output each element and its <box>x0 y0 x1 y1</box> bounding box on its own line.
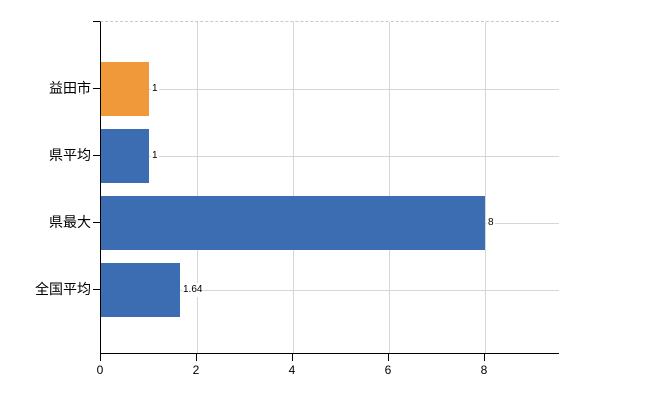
plot-area: 1 1 8 1.64 <box>100 21 559 354</box>
vertical-gridline <box>293 22 294 353</box>
x-axis-tick <box>100 354 101 361</box>
x-axis-tick-label: 6 <box>384 363 392 377</box>
horizontal-gridline <box>101 156 559 157</box>
y-axis-tick <box>93 289 100 290</box>
category-label-県最大: 県最大 <box>49 214 91 230</box>
vertical-gridline <box>197 22 198 353</box>
vertical-gridline <box>485 22 486 353</box>
x-axis-tick-label: 4 <box>288 363 296 377</box>
category-label-県平均: 県平均 <box>49 147 91 163</box>
bar-県最大 <box>101 196 485 250</box>
x-axis-tick <box>484 354 485 361</box>
category-label-益田市: 益田市 <box>49 80 91 96</box>
x-axis-tick <box>292 354 293 361</box>
x-axis-tick-label: 2 <box>192 363 200 377</box>
y-axis-tick <box>93 88 100 89</box>
bar-value-label: 1 <box>151 149 159 163</box>
y-axis-tick <box>93 155 100 156</box>
bar-全国平均 <box>101 263 180 317</box>
category-label-全国平均: 全国平均 <box>35 281 91 297</box>
bar-value-label: 1 <box>151 82 159 96</box>
x-axis-tick <box>196 354 197 361</box>
horizontal-gridline <box>101 290 559 291</box>
x-axis-tick-label: 8 <box>480 363 488 377</box>
x-axis-tick-label: 0 <box>96 363 104 377</box>
bar-県平均 <box>101 129 149 183</box>
y-axis-tick <box>93 21 100 22</box>
bar-value-label: 1.64 <box>182 283 204 297</box>
y-axis-tick <box>93 222 100 223</box>
bar-益田市 <box>101 62 149 116</box>
bar-value-label: 8 <box>487 216 495 230</box>
x-axis-tick <box>388 354 389 361</box>
vertical-gridline <box>389 22 390 353</box>
horizontal-gridline <box>101 89 559 90</box>
